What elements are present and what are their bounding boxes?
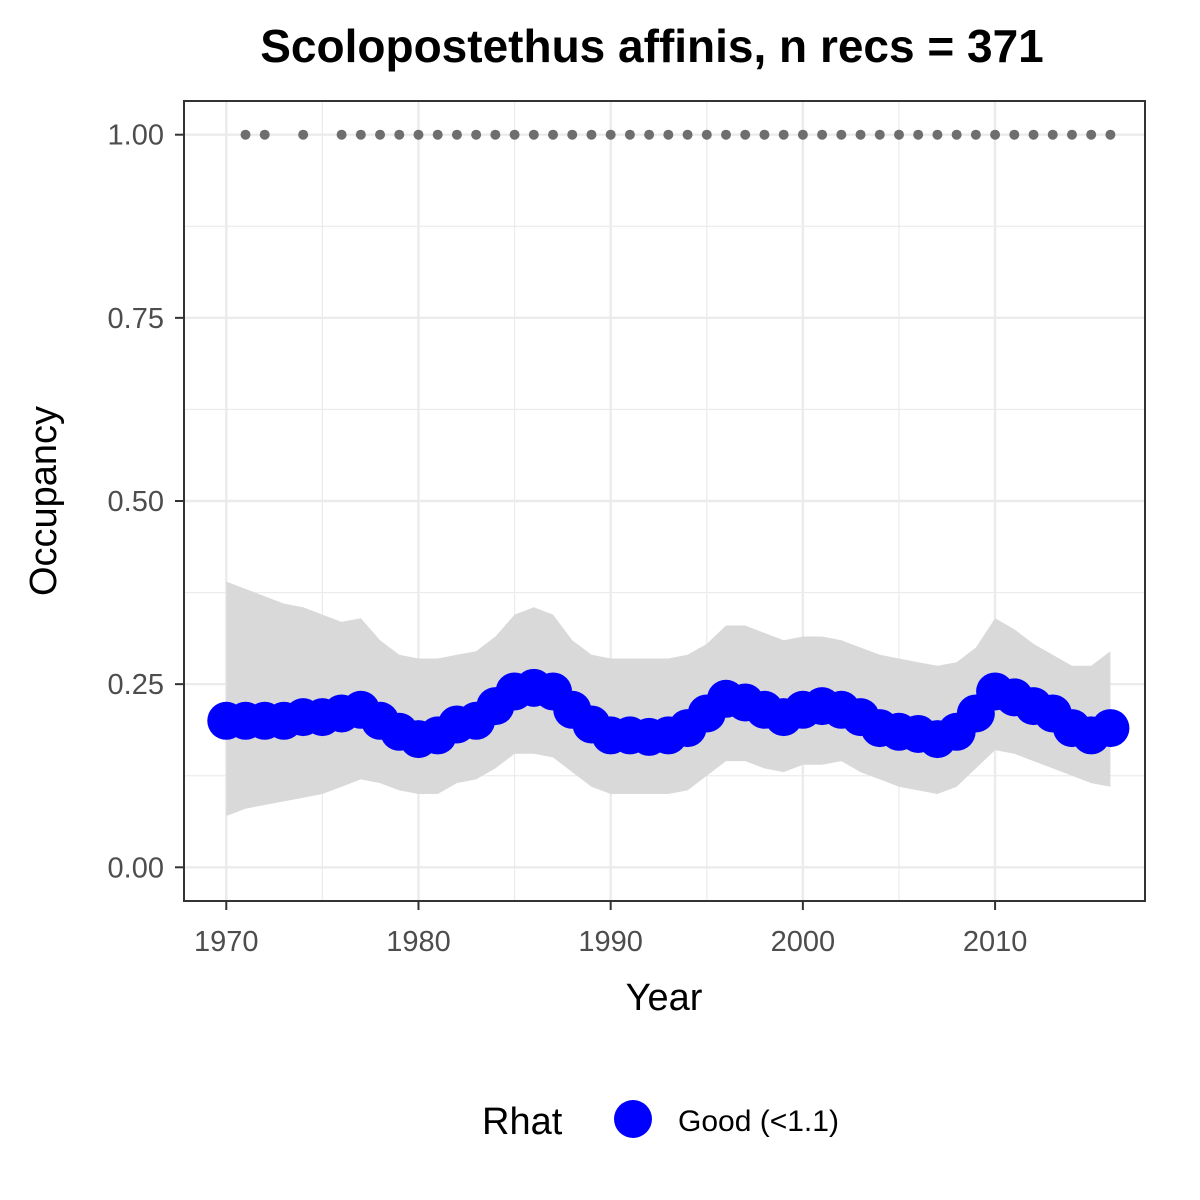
legend-key-good (614, 1100, 652, 1138)
occupancy-series (207, 668, 1130, 759)
record-point (1009, 129, 1020, 140)
record-point (932, 129, 943, 140)
legend-title: Rhat (482, 1101, 563, 1143)
y-tick-label: 0.50 (108, 486, 164, 518)
legend-label-good: Good (<1.1) (678, 1105, 839, 1138)
record-point (471, 129, 482, 140)
record-point (1066, 129, 1077, 140)
x-tick-label: 1980 (386, 926, 451, 958)
record-point (567, 129, 578, 140)
record-point (298, 129, 309, 140)
record-point (759, 129, 770, 140)
record-point (855, 129, 866, 140)
record-point (490, 129, 501, 140)
x-tick-label: 1970 (194, 926, 259, 958)
record-point (375, 129, 386, 140)
y-tick-label: 1.00 (108, 120, 164, 152)
record-point (951, 129, 962, 140)
record-point (1028, 129, 1039, 140)
record-point (451, 129, 462, 140)
legend: Rhat Good (<1.1) (482, 1100, 839, 1143)
record-points (240, 129, 1116, 140)
x-axis-ticks: 1970 1980 1990 2000 2010 (194, 901, 1027, 958)
record-point (528, 129, 539, 140)
record-point (990, 129, 1001, 140)
y-tick-label: 0.75 (108, 303, 164, 335)
record-point (624, 129, 635, 140)
x-tick-label: 2010 (963, 926, 1028, 958)
record-point (259, 129, 270, 140)
x-tick-label: 1990 (578, 926, 643, 958)
record-point (509, 129, 520, 140)
credible-interval-ribbon (226, 581, 1111, 816)
y-tick-label: 0.25 (108, 669, 164, 701)
record-point (663, 129, 674, 140)
chart-title: Scolopostethus affinis, n recs = 371 (260, 20, 1044, 72)
record-point (355, 129, 366, 140)
record-point (913, 129, 924, 140)
series-point (1091, 709, 1130, 748)
record-point (874, 129, 885, 140)
record-point (778, 129, 789, 140)
record-point (548, 129, 559, 140)
record-point (1047, 129, 1058, 140)
record-point (413, 129, 424, 140)
record-point (721, 129, 732, 140)
record-point (1105, 129, 1116, 140)
record-point (682, 129, 693, 140)
record-point (970, 129, 981, 140)
x-axis-title: Year (626, 977, 703, 1019)
record-point (740, 129, 751, 140)
record-point (836, 129, 847, 140)
record-point (701, 129, 712, 140)
record-point (797, 129, 808, 140)
record-point (644, 129, 655, 140)
record-point (240, 129, 251, 140)
record-point (893, 129, 904, 140)
record-point (432, 129, 443, 140)
x-tick-label: 2000 (771, 926, 836, 958)
y-axis-title: Occupancy (23, 406, 65, 596)
record-point (394, 129, 405, 140)
record-point (605, 129, 616, 140)
record-point (817, 129, 828, 140)
record-point (1086, 129, 1097, 140)
record-point (586, 129, 597, 140)
y-tick-label: 0.00 (108, 852, 164, 884)
y-axis-ticks: 0.00 0.25 0.50 0.75 1.00 (108, 120, 184, 884)
record-point (336, 129, 347, 140)
